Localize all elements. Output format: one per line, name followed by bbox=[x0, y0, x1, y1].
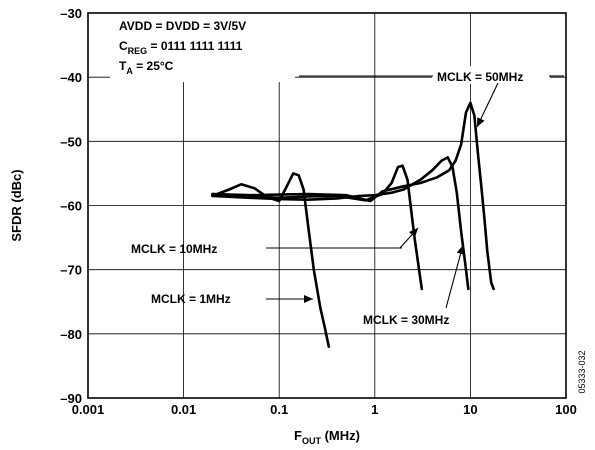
annotation-mclk-50mhz-background bbox=[432, 66, 550, 84]
annotation-mclk-30mhz-arrowhead bbox=[456, 245, 465, 255]
annotation-mclk-1mhz-arrowhead bbox=[304, 295, 313, 303]
conditions-box: AVDD = DVDD = 3V/5V CREG = 0111 1111 111… bbox=[110, 12, 295, 82]
x-tick-label: 10 bbox=[463, 402, 477, 417]
annotation-mclk-50mhz-label: MCLK = 50MHz bbox=[437, 70, 523, 84]
x-tick-label: 0.01 bbox=[171, 402, 196, 417]
y-tick-label: –60 bbox=[60, 199, 82, 214]
annotation-mclk-10mhz-arrowhead bbox=[409, 228, 418, 238]
plot-frame bbox=[87, 12, 567, 399]
y-tick-label: –70 bbox=[60, 263, 82, 278]
series-layer bbox=[211, 101, 495, 348]
tick-layer: –30 –40 –50 –60 –70 –80 –900.001 0.01 0.1 1 10 100 bbox=[60, 6, 577, 417]
y-tick-label: –90 bbox=[60, 391, 82, 406]
conditions-background bbox=[110, 12, 295, 82]
condition-creg: CREG = 0111 1111 1111 bbox=[119, 39, 243, 56]
condition-temperature: TA = 25°C bbox=[119, 59, 174, 76]
x-tick-label: 100 bbox=[555, 402, 577, 417]
y-tick-label: –50 bbox=[60, 134, 82, 149]
annotation-mclk-30mhz-label: MCLK = 30MHz bbox=[363, 313, 449, 327]
annotation-mclk-1mhz-label: MCLK = 1MHz bbox=[151, 292, 231, 306]
y-axis-label: SFDR (dBc) bbox=[9, 169, 24, 241]
annotation-layer: MCLK = 50MHz MCLK = 10MHz MCLK = 1MHz MCLK … bbox=[131, 66, 564, 327]
y-tick-label: –30 bbox=[60, 6, 82, 21]
series-line-mclk-50mhz bbox=[211, 101, 495, 291]
annotation-mclk-50mhz-arrowhead bbox=[477, 117, 485, 127]
x-axis-label: FOUT (MHz) bbox=[294, 428, 360, 445]
series-line-mclk-30mhz bbox=[211, 156, 470, 291]
annotation-mclk-30mhz-leader bbox=[445, 244, 464, 309]
figure-code: 05333-032 bbox=[577, 350, 587, 393]
annotation-mclk-10mhz-label: MCLK = 10MHz bbox=[131, 242, 217, 256]
x-tick-label: 1 bbox=[371, 402, 378, 417]
x-tick-label: 0.1 bbox=[270, 402, 288, 417]
y-tick-label: –40 bbox=[60, 70, 82, 85]
series-line-mclk-1mhz bbox=[211, 172, 331, 348]
condition-supply: AVDD = DVDD = 3V/5V bbox=[119, 19, 246, 33]
y-tick-label: –80 bbox=[60, 327, 82, 342]
x-tick-label: 0.001 bbox=[72, 402, 105, 417]
